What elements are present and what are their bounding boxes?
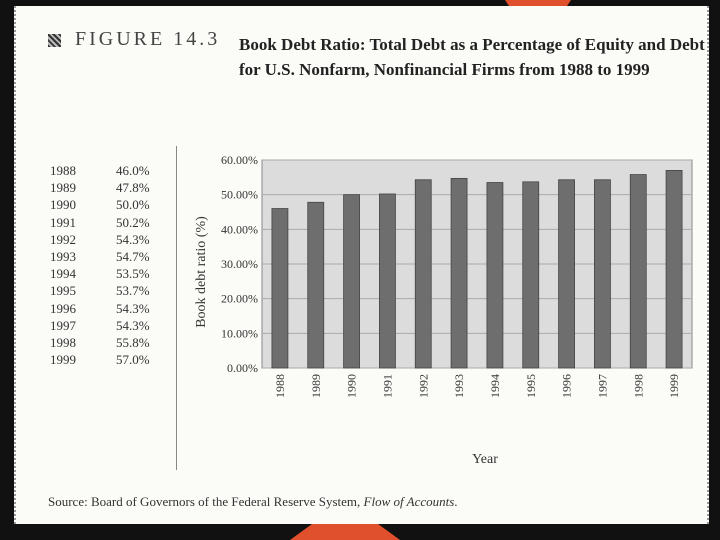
table-year: 1999 <box>50 352 76 368</box>
x-tick-label: 1996 <box>560 374 574 398</box>
table-row: 1999 57.0% <box>50 351 150 368</box>
table-row: 1998 55.8% <box>50 334 150 351</box>
table-row: 1989 47.8% <box>50 179 150 196</box>
table-year: 1992 <box>50 231 76 247</box>
table-year: 1998 <box>50 334 76 350</box>
table-row: 1997 54.3% <box>50 317 150 334</box>
accent-bottom <box>290 524 400 540</box>
table-value: 54.3% <box>116 300 150 316</box>
bar <box>522 181 540 369</box>
table-year: 1989 <box>50 180 76 196</box>
bar <box>486 182 504 369</box>
table-value: 54.3% <box>116 317 150 333</box>
table-row: 1995 53.7% <box>50 282 150 299</box>
table-row: 1996 54.3% <box>50 300 150 317</box>
figure-number: 14.3 <box>173 28 221 50</box>
y-tick-label: 60.00% <box>221 153 258 167</box>
x-tick-label: 1991 <box>380 374 394 398</box>
figure-word: FIGURE <box>75 28 166 50</box>
bar <box>558 179 575 369</box>
table-value: 57.0% <box>116 352 150 368</box>
figure-label: FIGURE 14.3 <box>75 28 220 51</box>
source-suffix: . <box>454 494 458 509</box>
table-value: 54.7% <box>116 248 150 264</box>
bar-chart: 0.00% 10.00% 20.00% 30.00% 40.00% 50.00% 60.00… <box>194 153 693 467</box>
table-value: 53.7% <box>116 283 150 299</box>
source-title: Flow of Accounts <box>363 494 455 509</box>
x-tick-label: 1988 <box>273 374 287 398</box>
figure-title: Book Debt Ratio: Total Debt as a Percent… <box>239 35 705 79</box>
x-axis-label: Year <box>472 452 498 467</box>
bar <box>629 174 647 369</box>
bar <box>450 177 468 369</box>
bar <box>414 179 432 369</box>
figure-square-icon <box>48 34 61 47</box>
bar <box>379 193 396 369</box>
y-axis-label: Book debt ratio (%) <box>194 216 209 328</box>
data-table: 1988 46.0% 1989 47.8% 1990 50.0% 1991 50.2% 1992… <box>50 162 150 368</box>
x-tick-label: 1999 <box>667 374 681 398</box>
y-tick-label: 20.00% <box>221 292 258 306</box>
y-tick-label: 40.00% <box>221 222 258 236</box>
table-year: 1996 <box>50 300 76 316</box>
table-value: 46.0% <box>116 163 150 178</box>
table-year: 1994 <box>50 266 76 282</box>
chart-area: 0.00% 10.00% 20.00% 30.00% 40.00% 50.00% 60.00… <box>176 146 705 470</box>
y-tick-label: 10.00% <box>221 326 258 340</box>
bar <box>307 201 325 369</box>
table-value: 54.3% <box>116 231 150 247</box>
table-row: 1994 53.5% <box>50 265 150 282</box>
table-value: 50.0% <box>116 197 150 213</box>
x-tick-label: 1990 <box>345 374 359 398</box>
table-row: 1990 50.0% <box>50 196 150 213</box>
x-tick-label: 1989 <box>309 374 323 398</box>
table-value: 47.8% <box>116 180 150 196</box>
bar <box>271 208 289 369</box>
table-value: 53.5% <box>116 266 150 282</box>
x-tick-label: 1994 <box>488 374 502 398</box>
table-row: 1988 46.0% <box>50 162 150 179</box>
bar <box>343 194 360 369</box>
source-prefix: Source: Board of Governors of the Federa… <box>48 494 364 509</box>
source-note: Source: Board of Governors of the Federa… <box>48 494 458 510</box>
x-tick-label: 1995 <box>524 374 538 398</box>
x-tick-label: 1998 <box>631 374 645 398</box>
y-tick-label: 30.00% <box>221 257 258 271</box>
bar <box>665 169 683 369</box>
bar <box>594 179 611 369</box>
y-tick-label: 0.00% <box>227 361 258 375</box>
x-tick-label: 1993 <box>452 374 466 398</box>
table-year: 1995 <box>50 283 76 299</box>
y-tick-label: 50.00% <box>221 188 258 202</box>
table-year: 1991 <box>50 214 76 230</box>
table-year: 1990 <box>50 197 76 213</box>
table-year: 1993 <box>50 248 76 264</box>
table-row: 1991 50.2% <box>50 214 150 231</box>
table-year: 1997 <box>50 317 76 333</box>
x-tick-label: 1992 <box>416 374 430 398</box>
table-value: 50.2% <box>116 214 150 230</box>
table-row: 1993 54.7% <box>50 248 150 265</box>
table-year: 1988 <box>50 163 76 178</box>
x-tick-label: 1997 <box>595 374 609 398</box>
table-value: 55.8% <box>116 334 150 350</box>
table-row: 1992 54.3% <box>50 231 150 248</box>
